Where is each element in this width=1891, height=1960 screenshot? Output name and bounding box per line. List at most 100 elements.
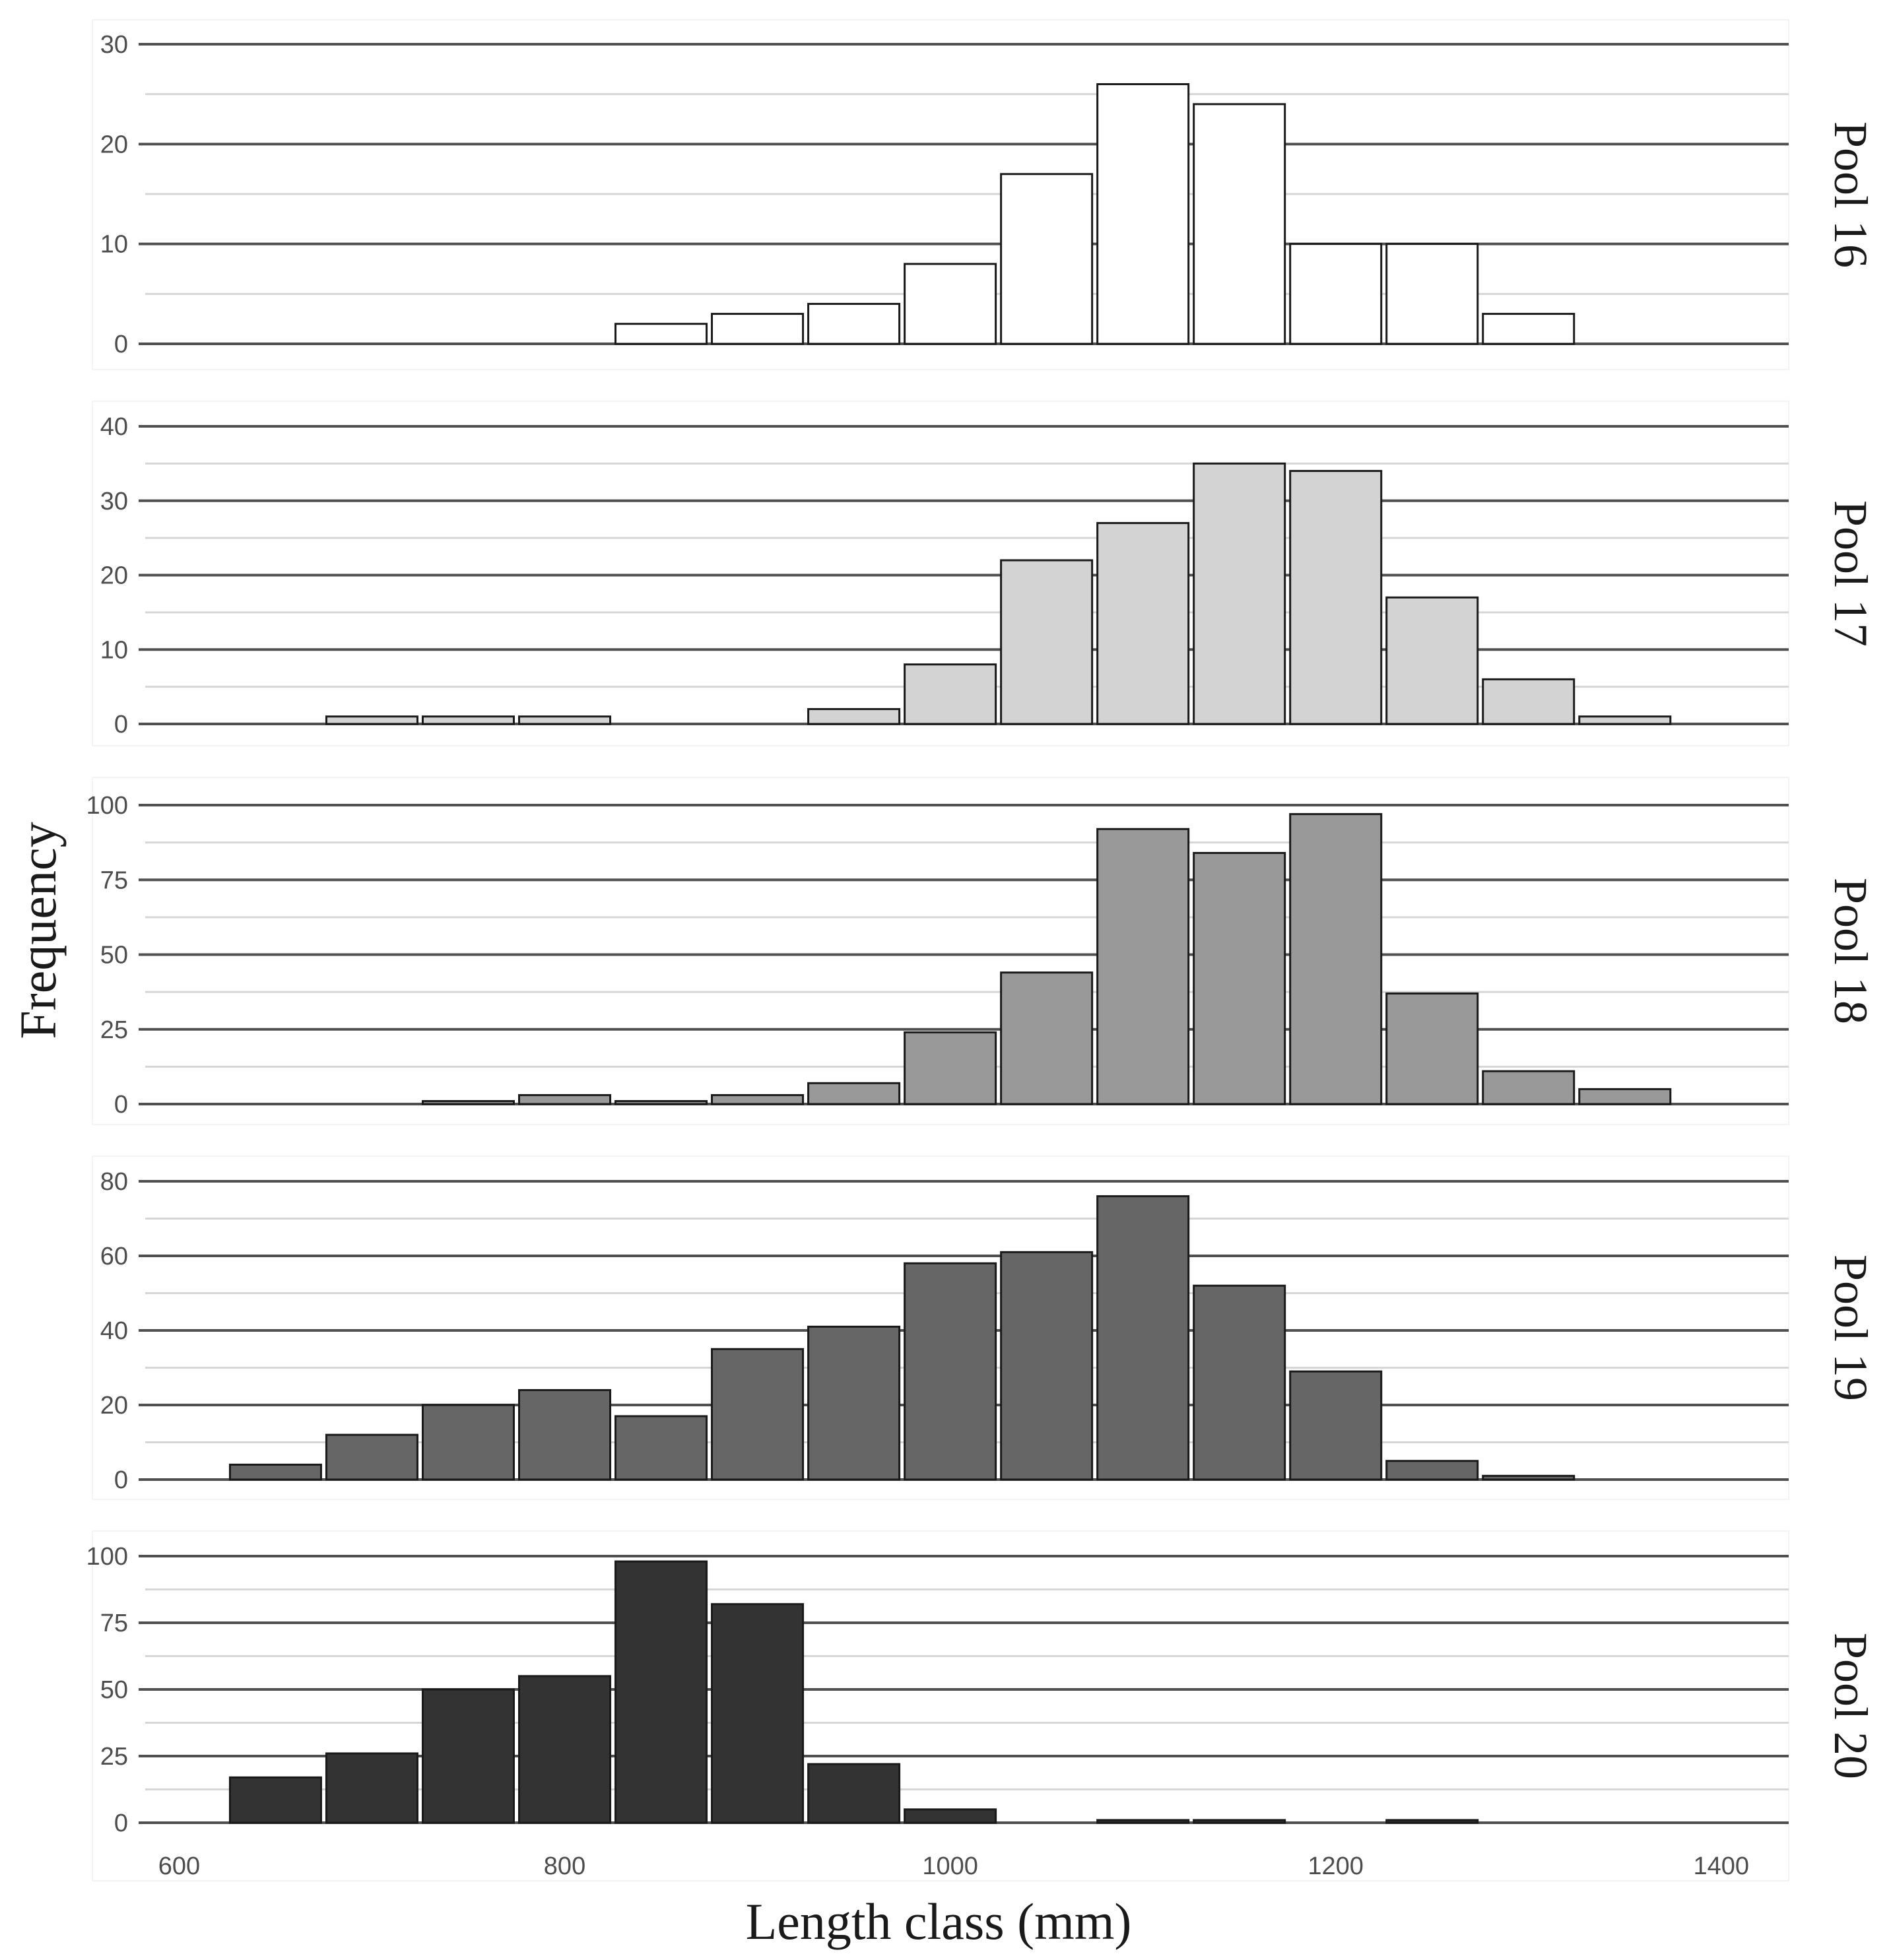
histogram-bar [711, 313, 805, 345]
histogram-bar [1193, 462, 1286, 725]
x-tick-label: 600 [158, 1852, 200, 1880]
histogram-bar [711, 1094, 805, 1105]
panel-background [92, 1530, 1789, 1881]
histogram-bar [228, 1776, 322, 1824]
histogram-bar [1193, 103, 1286, 345]
histogram-bar [421, 1404, 515, 1481]
histogram-bar [1289, 1370, 1383, 1481]
y-tick-label: 20 [100, 1392, 128, 1420]
histogram-bar [325, 1433, 418, 1481]
histogram-bar [1385, 992, 1479, 1105]
y-tick-label: 20 [100, 562, 128, 590]
histogram-bar [904, 663, 997, 725]
y-axis-title: Frequency [9, 822, 67, 1039]
histogram-bar [1578, 715, 1672, 725]
panel-strip-label: Pool 17 [1824, 500, 1877, 647]
x-axis-title: Length class (mm) [746, 1893, 1132, 1950]
histogram-bar [1193, 1284, 1286, 1481]
histogram-bar [711, 1603, 805, 1824]
y-tick-label: 25 [100, 1016, 128, 1044]
histogram-bar [614, 1560, 708, 1824]
y-tick-label: 75 [100, 866, 128, 894]
histogram-bar [614, 323, 708, 345]
y-tick-label: 0 [114, 1091, 128, 1119]
y-tick-label: 0 [114, 711, 128, 738]
histogram-bar [1000, 1251, 1094, 1481]
histogram-bar [807, 302, 901, 345]
panel-pool-18: 0 25 50 75 100 Pool 18 [86, 777, 1877, 1125]
histogram-bar [228, 1463, 322, 1481]
histogram-bar [1289, 813, 1383, 1105]
histogram-bar [1096, 1819, 1190, 1824]
histogram-bar [518, 1675, 612, 1824]
y-tick-label: 0 [114, 1810, 128, 1837]
y-tick-label: 100 [86, 792, 128, 820]
y-tick-label: 0 [114, 331, 128, 358]
histogram-bar [518, 715, 612, 725]
histogram-bar [1482, 1070, 1576, 1105]
histogram-bar [325, 1752, 418, 1824]
histogram-bar [614, 1099, 708, 1105]
histogram-bar [1000, 971, 1094, 1105]
panel-pool-19: 0 20 40 60 80 Pool 19 [92, 1156, 1877, 1500]
x-axis: 600 800 1000 1200 1400 [158, 1852, 1749, 1880]
histogram-bar [1385, 243, 1479, 345]
y-tick-label: 0 [114, 1466, 128, 1494]
histogram-bar [1096, 522, 1190, 725]
histogram-bar [711, 1348, 805, 1481]
panel-strip-label: Pool 16 [1824, 121, 1877, 268]
histogram-bar [807, 707, 901, 725]
y-tick-label: 60 [100, 1243, 128, 1270]
y-tick-label: 30 [100, 488, 128, 515]
histogram-bar [904, 1262, 997, 1481]
histogram-bar [614, 1415, 708, 1481]
histogram-bar [1289, 243, 1383, 345]
y-tick-label: 20 [100, 131, 128, 158]
y-tick-label: 75 [100, 1610, 128, 1637]
histogram-bar [1289, 470, 1383, 725]
y-tick-label: 80 [100, 1168, 128, 1196]
histogram-bar [807, 1763, 901, 1824]
histogram-bar [1000, 559, 1094, 725]
histogram-bar [807, 1082, 901, 1105]
x-tick-label: 1000 [922, 1852, 978, 1880]
histogram-bar [904, 1808, 997, 1824]
y-tick-label: 30 [100, 31, 128, 59]
histogram-bar [904, 263, 997, 345]
histogram-bar [518, 1388, 612, 1481]
histogram-bar [1482, 313, 1576, 345]
panel-strip-label: Pool 19 [1824, 1255, 1877, 1401]
histogram-bar [1385, 596, 1479, 725]
histogram-bar [1482, 1474, 1576, 1481]
y-tick-label: 10 [100, 231, 128, 259]
histogram-bar [421, 1099, 515, 1105]
y-tick-label: 40 [100, 1317, 128, 1345]
x-tick-label: 1200 [1308, 1852, 1364, 1880]
histogram-bar [807, 1325, 901, 1481]
panel-strip-label: Pool 20 [1824, 1633, 1877, 1779]
histogram-bar [1096, 1195, 1190, 1481]
histogram-bar [1385, 1460, 1479, 1481]
x-tick-label: 1400 [1694, 1852, 1750, 1880]
panel-pool-17: 0 10 20 30 40 Pool 17 [92, 401, 1877, 746]
histogram-bar [421, 715, 515, 725]
histogram-bar [1096, 828, 1190, 1105]
panel-pool-20: 0 25 50 75 100 Pool 20 [86, 1530, 1877, 1881]
histogram-bar [1385, 1819, 1479, 1824]
histogram-bar [1000, 173, 1094, 345]
y-tick-label: 25 [100, 1743, 128, 1771]
y-tick-label: 50 [100, 942, 128, 969]
x-tick-label: 800 [544, 1852, 585, 1880]
histogram-bar [1193, 1819, 1286, 1824]
histogram-bar [1482, 678, 1576, 725]
y-tick-label: 100 [86, 1543, 128, 1571]
y-tick-label: 50 [100, 1676, 128, 1704]
panel-strip-label: Pool 18 [1824, 878, 1877, 1024]
histogram-bar [904, 1031, 997, 1105]
histogram-bar [518, 1094, 612, 1105]
y-tick-label: 40 [100, 413, 128, 441]
histogram-bar [421, 1688, 515, 1824]
histogram-bar [325, 715, 418, 725]
histogram-bar [1578, 1088, 1672, 1105]
